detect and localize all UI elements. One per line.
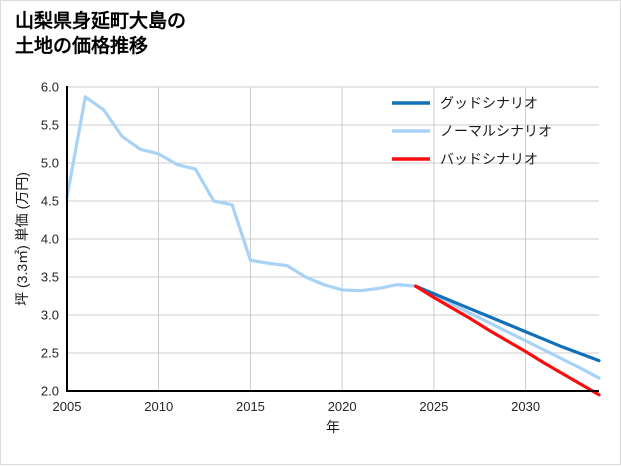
y-tick-label: 3.0 — [41, 308, 59, 323]
legend-label: バッドシナリオ — [440, 151, 538, 167]
y-tick-label: 3.5 — [41, 270, 59, 285]
series-line-normal — [65, 95, 601, 380]
y-axis-tick-labels: 2.0 2.5 3.0 3.5 4.0 4.5 5.0 5.5 6.0 — [41, 80, 59, 399]
x-tick-label: 2015 — [236, 399, 265, 414]
x-tick-label: 2025 — [419, 399, 448, 414]
legend-label: グッドシナリオ — [440, 95, 538, 111]
axis-spines — [65, 86, 599, 393]
page-title: 山梨県身延町大島の 土地の価格推移 — [15, 11, 187, 58]
x-tick-label: 2005 — [53, 399, 82, 414]
series-group — [65, 95, 601, 397]
x-tick-label: 2020 — [328, 399, 357, 414]
series-line-bad — [413, 284, 601, 397]
x-axis-tick-labels: 2005 2010 2015 2020 2025 2030 — [53, 399, 541, 414]
y-axis-title: 坪 (3.3㎡) 単価 (万円) — [14, 172, 30, 306]
y-tick-label: 2.5 — [41, 346, 59, 361]
y-tick-label: 5.5 — [41, 118, 59, 133]
y-tick-label: 4.5 — [41, 194, 59, 209]
y-tick-label: 5.0 — [41, 156, 59, 171]
legend-label: ノーマルシナリオ — [440, 123, 552, 139]
y-tick-label: 2.0 — [41, 384, 59, 399]
x-axis-title: 年 — [326, 419, 340, 435]
x-tick-label: 2010 — [144, 399, 173, 414]
y-tick-label: 6.0 — [41, 80, 59, 95]
y-tick-label: 4.0 — [41, 232, 59, 247]
x-tick-label: 2030 — [511, 399, 540, 414]
series-line-good — [413, 284, 601, 363]
